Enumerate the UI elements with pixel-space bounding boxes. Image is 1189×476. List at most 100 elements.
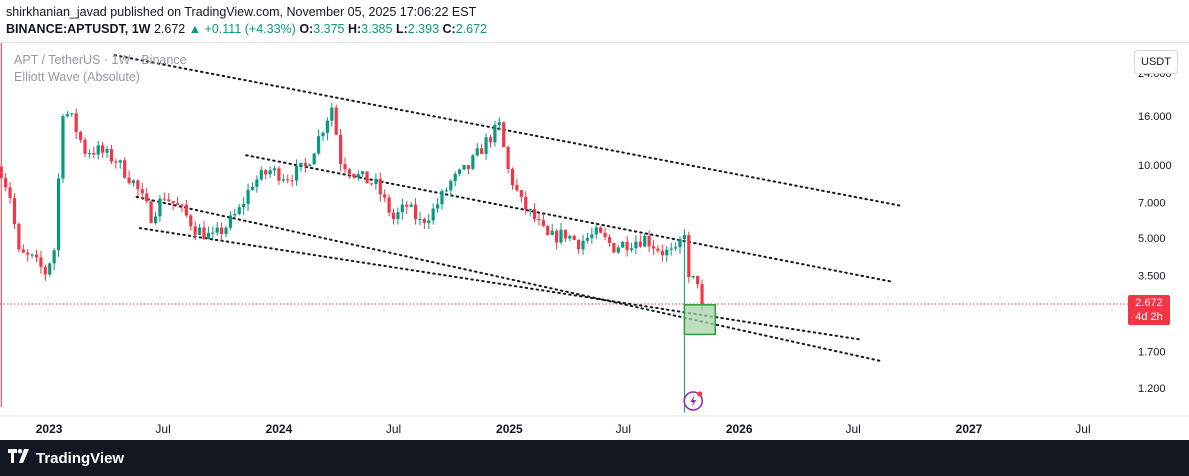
candle-body — [643, 236, 647, 247]
candle-body — [453, 173, 457, 182]
candle-body — [343, 164, 347, 170]
price-axis-bg — [1122, 43, 1189, 441]
high-label: H: — [347, 22, 362, 36]
candle-body — [61, 116, 65, 179]
close-value: 2.672 — [455, 22, 487, 36]
candle-body — [590, 234, 594, 239]
flash-icon — [690, 395, 697, 407]
candle-body — [180, 204, 184, 206]
candle-body — [678, 238, 682, 248]
candle-body — [12, 198, 17, 225]
tradingview-logo-icon — [8, 449, 30, 467]
candle-body — [365, 171, 369, 184]
candle-body — [656, 248, 660, 251]
candle-body — [34, 254, 39, 258]
candle-body — [374, 178, 378, 184]
candle-body — [220, 227, 224, 234]
open-value: 3.375 — [313, 22, 345, 36]
candle-body — [175, 203, 180, 205]
time-tick-label: 2023 — [36, 422, 63, 436]
candle-body — [409, 204, 413, 207]
candle-body — [233, 213, 237, 216]
candle-body — [440, 191, 444, 205]
candle-body — [581, 240, 585, 250]
candle-body — [510, 168, 515, 186]
candle-body — [101, 145, 105, 153]
time-tick-label: 2026 — [726, 422, 753, 436]
candle-body — [405, 204, 409, 207]
low-value: 2.393 — [407, 22, 440, 36]
candle-body — [625, 241, 629, 250]
price-tick-label: 16.000 — [1138, 111, 1172, 123]
candle-body — [475, 148, 479, 156]
candle-body — [524, 196, 528, 210]
candle-body — [0, 166, 3, 179]
candle-body — [158, 198, 162, 217]
channel-trendline — [113, 54, 902, 207]
candle-body — [361, 171, 365, 175]
candle-body — [140, 189, 144, 194]
price-tag-value: 2.672 — [1135, 297, 1163, 309]
candle-body — [303, 163, 307, 166]
candle-body — [78, 131, 83, 140]
time-tick-label: Jul — [1075, 422, 1090, 436]
candle-body — [422, 219, 426, 223]
chart-legend[interactable]: APT / TetherUS · 1W · Binance Elliott Wa… — [14, 52, 187, 86]
open-label: O: — [299, 22, 314, 36]
candle-body — [616, 247, 620, 253]
last-price: 2.672 — [153, 22, 186, 36]
time-tick-label: Jul — [845, 422, 860, 436]
candle-body — [197, 227, 202, 235]
candle-body — [607, 237, 612, 243]
candle-body — [193, 226, 197, 235]
candle-body — [242, 203, 246, 208]
candle-body — [497, 122, 501, 125]
candle-body — [585, 238, 590, 241]
candle-body — [105, 149, 109, 153]
candle-body — [528, 209, 532, 211]
candle-body — [149, 201, 153, 223]
candle-body — [8, 187, 12, 199]
candle-body — [74, 113, 78, 132]
candle-body — [603, 232, 607, 238]
candle-body — [612, 242, 616, 253]
candle-body — [502, 122, 506, 147]
price-tick-label: 7.000 — [1138, 198, 1166, 210]
candle-body — [559, 229, 563, 243]
footer-bar: TradingView — [0, 440, 1189, 476]
price-chart[interactable]: 24.00016.00010.0007.0005.0003.5001.7001.… — [0, 43, 1189, 441]
candle-body — [634, 241, 638, 249]
candle-body — [383, 194, 387, 198]
channel-trendline — [138, 227, 863, 341]
candle-body — [294, 165, 299, 181]
price-tick-label: 1.200 — [1138, 383, 1166, 395]
candle-body — [224, 227, 228, 234]
candle-body — [26, 252, 30, 255]
candle-body — [184, 204, 188, 216]
candle-body — [546, 225, 550, 235]
tradingview-logo[interactable]: TradingView — [8, 449, 124, 467]
candle-body — [673, 247, 678, 249]
notification-dot — [697, 391, 703, 397]
candle-body — [647, 236, 651, 247]
candle-body — [660, 250, 664, 256]
price-tick-label: 1.700 — [1138, 346, 1166, 358]
candle-body — [167, 199, 171, 202]
candle-body — [264, 170, 268, 175]
candle-body — [92, 153, 96, 155]
candle-body — [153, 216, 158, 223]
legend-title: APT / TetherUS · 1W · Binance — [14, 53, 187, 67]
candle-body — [629, 248, 634, 250]
chart-frame[interactable]: 24.000 16.000 10.000 7.000 5.000 3.500 1.700 1.… — [0, 42, 1189, 441]
candle-body — [277, 168, 281, 181]
candle-body — [286, 179, 290, 181]
publish-header: shirkhanian_javad published on TradingVi… — [6, 4, 487, 38]
candle-body — [700, 284, 704, 304]
candle-body — [435, 204, 440, 209]
candle-body — [356, 174, 360, 178]
candle-body — [21, 249, 25, 253]
candle-body — [145, 193, 149, 202]
candle-body — [321, 132, 325, 137]
legend-indicator: Elliott Wave (Absolute) — [14, 70, 140, 84]
currency-button[interactable]: USDT — [1134, 50, 1178, 74]
